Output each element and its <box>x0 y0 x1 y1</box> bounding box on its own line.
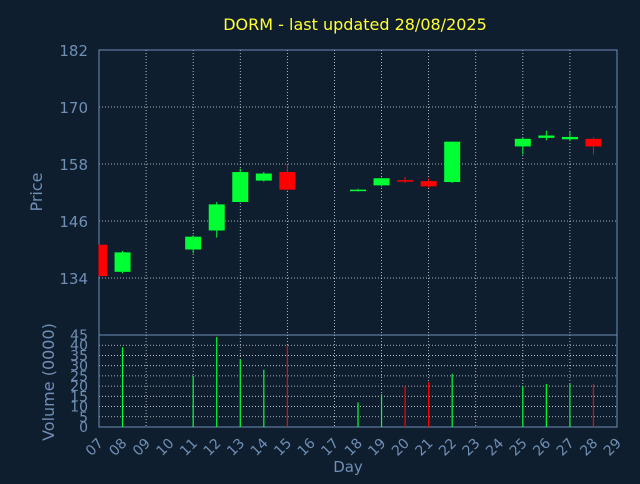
x-axis-label: Day <box>333 458 363 476</box>
candle <box>114 250 131 274</box>
volume-tick-label: 45 <box>70 328 88 344</box>
candle-body <box>397 180 414 182</box>
candle-body <box>585 138 602 147</box>
candle-body <box>185 236 202 250</box>
candle-body <box>561 136 578 140</box>
candle <box>185 235 202 254</box>
x-tick-label: 09 <box>130 436 154 460</box>
volume-panel <box>121 337 595 427</box>
x-tick-label: 16 <box>295 435 319 459</box>
candle <box>420 178 437 188</box>
candle <box>538 130 555 141</box>
price-tick-label: 158 <box>59 156 88 174</box>
x-tick-label: 12 <box>201 436 225 460</box>
x-tick-label: 27 <box>554 436 578 460</box>
candle-body <box>232 172 249 202</box>
candle <box>232 168 249 202</box>
x-tick-label: 19 <box>365 436 389 460</box>
x-tick-label: 29 <box>601 436 625 460</box>
x-tick-label: 13 <box>224 436 248 460</box>
volume-tick-label: 10 <box>70 400 88 416</box>
x-tick-label: 08 <box>106 436 130 460</box>
candle <box>255 172 272 182</box>
x-tick-label: 15 <box>271 436 295 460</box>
candle-body <box>208 204 225 231</box>
x-tick-label: 14 <box>248 435 272 459</box>
volume-axis-label: Volume (0000) <box>39 323 58 441</box>
candle <box>585 137 602 155</box>
volume-tick-label: 15 <box>70 389 88 405</box>
candle-body <box>255 173 272 181</box>
x-tick-label: 11 <box>177 436 201 460</box>
x-tick-label: 22 <box>436 436 460 460</box>
x-tick-label: 18 <box>342 436 366 460</box>
x-tick-label: 24 <box>483 435 507 459</box>
x-tick-label: 21 <box>413 436 437 460</box>
price-panel <box>98 130 602 277</box>
x-tick-label: 26 <box>530 435 554 459</box>
price-axis-label: Price <box>27 172 46 211</box>
candle <box>514 137 531 155</box>
volume-tick-label: 40 <box>70 338 88 354</box>
x-tick-label: 20 <box>389 436 413 460</box>
candle-body <box>99 244 107 277</box>
candle <box>444 141 461 183</box>
candle-body <box>114 252 131 272</box>
volume-tick-label: 5 <box>79 410 88 426</box>
volume-tick-label: 30 <box>70 359 88 375</box>
price-tick-label: 146 <box>59 213 88 231</box>
x-tick-label: 10 <box>154 436 178 460</box>
candle <box>208 202 225 238</box>
price-panel-frame <box>98 49 618 336</box>
chart-title: DORM - last updated 28/08/2025 <box>223 15 487 34</box>
volume-tick-label: 0 <box>79 420 88 436</box>
candle <box>350 188 366 192</box>
candle <box>98 244 107 277</box>
price-tick-label: 182 <box>59 42 88 60</box>
x-tick-label: 07 <box>83 436 107 460</box>
candle-body <box>373 178 390 186</box>
price-tick-label: 134 <box>59 270 88 288</box>
volume-tick-label: 25 <box>70 369 88 385</box>
price-tick-label: 170 <box>59 99 88 117</box>
x-tick-label: 17 <box>318 436 342 460</box>
candle <box>279 164 296 191</box>
candle-body <box>350 189 366 192</box>
axes <box>98 49 618 428</box>
x-tick-label: 28 <box>577 436 601 460</box>
x-tick-label: 23 <box>460 436 484 460</box>
volume-tick-label: 35 <box>70 348 88 364</box>
candle-body <box>279 172 296 190</box>
x-tick-label: 25 <box>507 436 531 460</box>
volume-tick-label: 20 <box>70 379 88 395</box>
candle-body <box>514 138 531 147</box>
candle-body <box>420 181 437 187</box>
candle <box>561 131 578 142</box>
candle-body <box>538 135 555 138</box>
candle-body <box>444 141 461 183</box>
candle <box>373 177 390 187</box>
candle <box>397 176 414 183</box>
grid-lines <box>98 49 618 428</box>
